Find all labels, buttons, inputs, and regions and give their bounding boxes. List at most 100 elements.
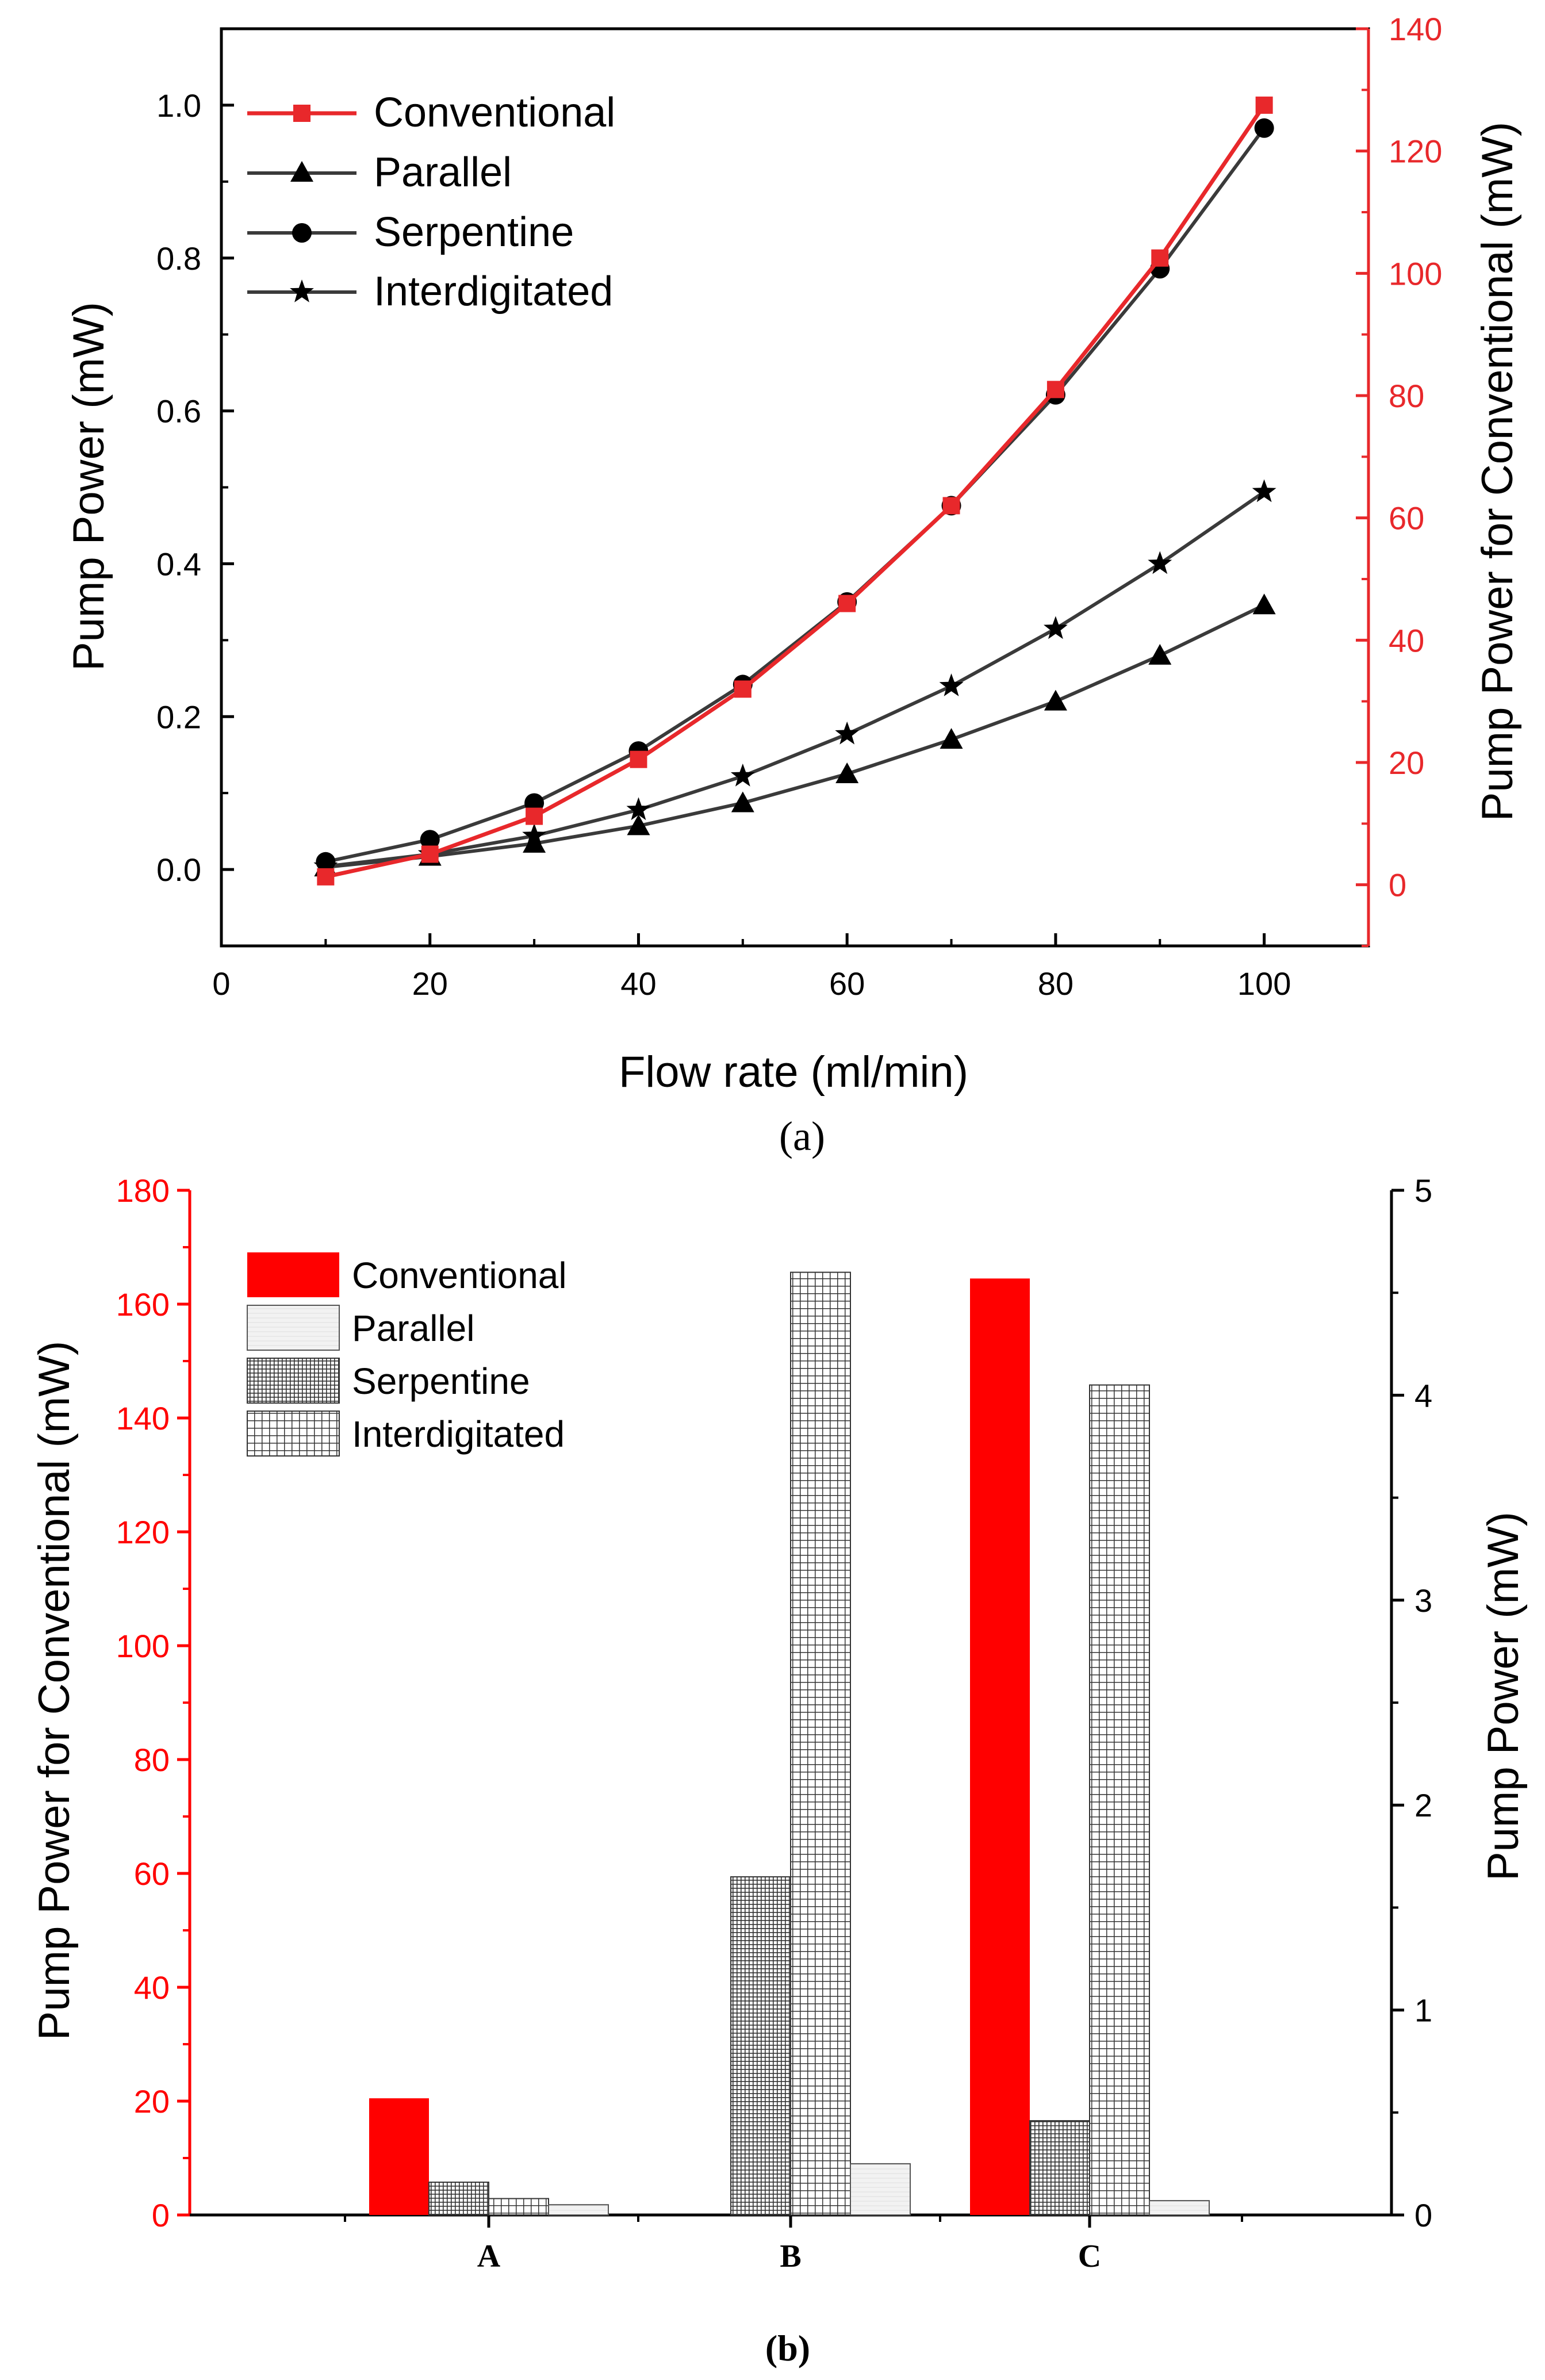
x-tick-label: 40 (620, 965, 656, 1002)
y-tick-label: 0 (152, 2197, 170, 2233)
y2-tick-label: 20 (1389, 745, 1424, 781)
y-axis-label: Pump Power for Conventional (mW) (30, 1341, 79, 2040)
bar-parallel-b (850, 2163, 911, 2216)
bar-interdigitated-a (488, 2198, 549, 2216)
y2-tick-label: 40 (1389, 622, 1424, 658)
x-tick-label: 80 (1038, 965, 1074, 1002)
y2-tick-label: 5 (1414, 1172, 1432, 1209)
legend-item-conventional: Conventional (247, 90, 615, 136)
y2-tick-label: 120 (1389, 133, 1442, 170)
y2-tick-label: 1 (1414, 1992, 1432, 2029)
y2-tick-label: 4 (1414, 1377, 1432, 1413)
bar-parallel-a (548, 2204, 609, 2216)
line-interdigitated (325, 490, 1266, 868)
marker-circle (1254, 118, 1274, 138)
x-tick-label: C (1078, 2239, 1101, 2274)
legend-label-parallel: Parallel (352, 1308, 474, 1349)
marker-star (1044, 616, 1068, 639)
y2-tick-label: 80 (1389, 378, 1424, 414)
legend: Conventional Parallel Serpentine Interdi… (247, 1252, 567, 1457)
marker-triangle (940, 728, 963, 749)
marker-square (526, 807, 543, 825)
y2-tick-label: 60 (1389, 500, 1424, 536)
y-tick-label: 1.0 (156, 87, 201, 124)
marker-square (942, 497, 960, 515)
marker-square (838, 595, 856, 612)
y2-axis-label: Pump Power (mW) (1479, 1512, 1528, 1881)
y-tick-label: 60 (134, 1856, 170, 1892)
legend-item-interdigitated: Interdigitated (247, 269, 613, 315)
legend-label-interdigitated: Interdigitated (374, 269, 613, 315)
line-parallel (325, 603, 1265, 869)
legend-label-parallel: Parallel (374, 150, 512, 196)
y-tick-label: 0.2 (156, 699, 201, 735)
bar-serpentine-b (730, 1876, 791, 2216)
y2-tick-label: 140 (1389, 11, 1442, 47)
legend-item-serpentine: Serpentine (247, 209, 574, 255)
y-tick-label: 180 (116, 1172, 170, 1209)
y-tick-label: 0.4 (156, 546, 201, 582)
legend-label-conventional: Conventional (374, 90, 615, 136)
marker-star (835, 721, 860, 745)
legend-item-interdigitated: Interdigitated (247, 1411, 565, 1457)
marker-star (626, 797, 651, 821)
right-axis-ticks: 0 1 2 3 4 5 (1391, 1172, 1432, 2233)
marker-star (1148, 551, 1172, 574)
legend-label-interdigitated: Interdigitated (352, 1413, 565, 1455)
y-tick-label: 80 (134, 1742, 170, 1778)
legend-label-serpentine: Serpentine (352, 1360, 530, 1402)
series-lines (313, 96, 1276, 886)
marker-triangle (731, 791, 754, 813)
legend-item-conventional: Conventional (247, 1252, 567, 1297)
x-tick-label: 0 (212, 965, 230, 1002)
bar-interdigitated-c (1089, 1384, 1150, 2216)
bar-conventional-a (369, 2098, 429, 2215)
y-tick-label: 140 (116, 1400, 170, 1436)
line-serpentine (325, 127, 1266, 864)
x-axis-ticks: A B C (344, 2215, 1243, 2274)
marker-square (1046, 381, 1064, 398)
legend-item-parallel: Parallel (247, 150, 512, 196)
y-tick-label: 0.8 (156, 240, 201, 277)
x-tick-label: A (477, 2239, 501, 2274)
y2-tick-label: 2 (1414, 1787, 1432, 1823)
bar-serpentine-c (1029, 2120, 1090, 2216)
y-tick-label: 120 (116, 1514, 170, 1550)
y-axis-label: Pump Power (mW) (64, 302, 113, 671)
marker-star (522, 823, 546, 846)
legend: Conventional Parallel Serpentine Interdi… (247, 90, 615, 315)
bar-parallel-c (1149, 2200, 1210, 2216)
right-axis-ticks: 0 20 40 60 80 100 120 140 (1356, 11, 1442, 947)
marker-triangle (1044, 689, 1067, 711)
bar-conventional-c (970, 1278, 1030, 2215)
y-tick-label: 0.0 (156, 852, 201, 888)
y-tick-label: 20 (134, 2083, 170, 2120)
x-tick-label: 100 (1237, 965, 1291, 1002)
panel-a-caption: (a) (779, 1113, 825, 1159)
x-axis-label: Flow rate (ml/min) (619, 1048, 968, 1097)
marker-circle (316, 852, 336, 872)
marker-star (730, 763, 755, 787)
y-tick-label: 160 (116, 1286, 170, 1323)
marker-star (939, 673, 964, 696)
marker-triangle (1148, 643, 1172, 665)
bar-interdigitated-b (790, 1271, 851, 2216)
bars (369, 1271, 1210, 2216)
legend-label-serpentine: Serpentine (374, 209, 574, 255)
y2-axis-label: Pump Power for Conventional (mW) (1473, 122, 1522, 821)
series-parallel (314, 593, 1276, 877)
y2-tick-label: 100 (1389, 255, 1442, 292)
x-tick-label: 60 (829, 965, 865, 1002)
line-conventional (325, 104, 1266, 879)
marker-triangle (835, 762, 859, 783)
legend-item-parallel: Parallel (247, 1305, 474, 1351)
left-axis-ticks: 0.0 0.2 0.4 0.6 0.8 1.0 (156, 28, 234, 947)
x-tick-label: B (780, 2239, 801, 2274)
y2-tick-label: 0 (1389, 867, 1406, 903)
marker-square (421, 845, 439, 863)
marker-triangle (523, 831, 546, 853)
bar-serpentine-a (428, 2182, 489, 2216)
series-conventional (317, 96, 1273, 886)
legend-label-conventional: Conventional (352, 1255, 567, 1296)
